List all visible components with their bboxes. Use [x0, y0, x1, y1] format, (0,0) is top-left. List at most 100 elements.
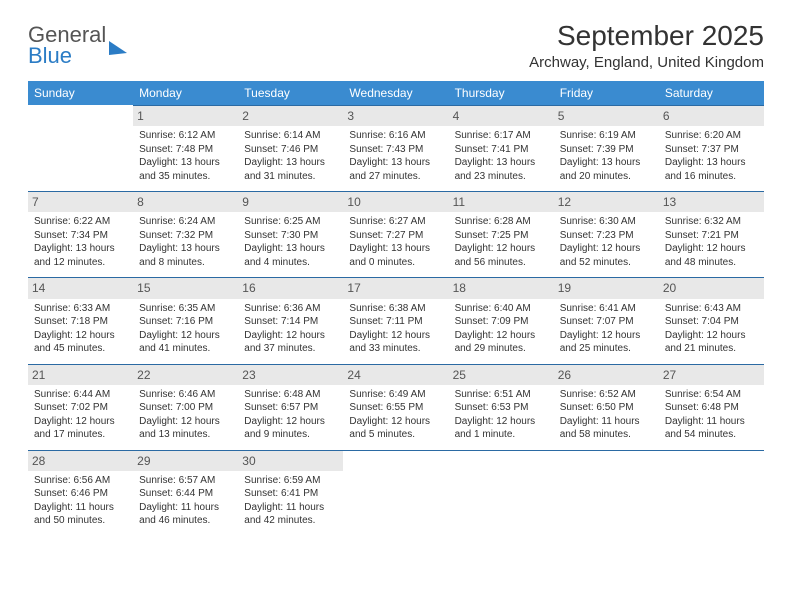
day-number: 9 — [238, 192, 343, 212]
calendar-cell: 14Sunrise: 6:33 AMSunset: 7:18 PMDayligh… — [28, 277, 133, 363]
calendar-cell: 25Sunrise: 6:51 AMSunset: 6:53 PMDayligh… — [449, 364, 554, 450]
calendar-cell: 10Sunrise: 6:27 AMSunset: 7:27 PMDayligh… — [343, 191, 448, 277]
sunset-line: Sunset: 7:00 PM — [139, 401, 232, 415]
weekday-header-row: SundayMondayTuesdayWednesdayThursdayFrid… — [28, 81, 764, 105]
day-number: 24 — [343, 365, 448, 385]
daylight-line: Daylight: 13 hours and 4 minutes. — [244, 242, 337, 269]
calendar-cell: 9 Sunrise: 6:25 AMSunset: 7:30 PMDaylight… — [238, 191, 343, 277]
calendar-page: General Blue September 2025 Archway, Eng… — [0, 0, 792, 556]
daylight-line: Daylight: 13 hours and 31 minutes. — [244, 156, 337, 183]
sunset-line: Sunset: 7:11 PM — [349, 315, 442, 329]
day-number: 7 — [28, 192, 133, 212]
day-number: 11 — [449, 192, 554, 212]
day-number: 15 — [133, 278, 238, 298]
sunset-line: Sunset: 7:27 PM — [349, 229, 442, 243]
sunset-line: Sunset: 6:41 PM — [244, 487, 337, 501]
calendar-cell — [659, 450, 764, 536]
sunrise-line: Sunrise: 6:16 AM — [349, 129, 442, 143]
sunrise-line: Sunrise: 6:48 AM — [244, 388, 337, 402]
sunrise-line: Sunrise: 6:22 AM — [34, 215, 127, 229]
daylight-line: Daylight: 11 hours and 46 minutes. — [139, 501, 232, 528]
logo: General Blue — [28, 24, 127, 67]
sunrise-line: Sunrise: 6:27 AM — [349, 215, 442, 229]
calendar-cell: 18Sunrise: 6:40 AMSunset: 7:09 PMDayligh… — [449, 277, 554, 363]
daylight-line: Daylight: 12 hours and 17 minutes. — [34, 415, 127, 442]
sunset-line: Sunset: 7:23 PM — [560, 229, 653, 243]
daylight-line: Daylight: 12 hours and 25 minutes. — [560, 329, 653, 356]
sunrise-line: Sunrise: 6:51 AM — [455, 388, 548, 402]
header: General Blue September 2025 Archway, Eng… — [28, 20, 764, 71]
sunset-line: Sunset: 7:30 PM — [244, 229, 337, 243]
calendar-cell: 28Sunrise: 6:56 AMSunset: 6:46 PMDayligh… — [28, 450, 133, 536]
day-number: 6 — [659, 106, 764, 126]
sunrise-line: Sunrise: 6:30 AM — [560, 215, 653, 229]
weekday-header: Sunday — [28, 81, 133, 105]
day-number: 21 — [28, 365, 133, 385]
logo-text-block: General Blue — [28, 24, 106, 67]
calendar-cell: 16Sunrise: 6:36 AMSunset: 7:14 PMDayligh… — [238, 277, 343, 363]
sunset-line: Sunset: 6:55 PM — [349, 401, 442, 415]
daylight-line: Daylight: 13 hours and 8 minutes. — [139, 242, 232, 269]
daylight-line: Daylight: 12 hours and 33 minutes. — [349, 329, 442, 356]
calendar: SundayMondayTuesdayWednesdayThursdayFrid… — [28, 81, 764, 536]
daylight-line: Daylight: 12 hours and 29 minutes. — [455, 329, 548, 356]
daylight-line: Daylight: 13 hours and 16 minutes. — [665, 156, 758, 183]
weekday-header: Wednesday — [343, 81, 448, 105]
day-number: 27 — [659, 365, 764, 385]
sunset-line: Sunset: 6:44 PM — [139, 487, 232, 501]
daylight-line: Daylight: 12 hours and 9 minutes. — [244, 415, 337, 442]
sunrise-line: Sunrise: 6:54 AM — [665, 388, 758, 402]
weekday-header: Tuesday — [238, 81, 343, 105]
day-number: 25 — [449, 365, 554, 385]
sunrise-line: Sunrise: 6:57 AM — [139, 474, 232, 488]
daylight-line: Daylight: 13 hours and 27 minutes. — [349, 156, 442, 183]
calendar-cell: 24Sunrise: 6:49 AMSunset: 6:55 PMDayligh… — [343, 364, 448, 450]
day-number: 12 — [554, 192, 659, 212]
calendar-cell: 12Sunrise: 6:30 AMSunset: 7:23 PMDayligh… — [554, 191, 659, 277]
calendar-cell — [449, 450, 554, 536]
daylight-line: Daylight: 12 hours and 45 minutes. — [34, 329, 127, 356]
sunset-line: Sunset: 7:07 PM — [560, 315, 653, 329]
calendar-cell: 1Sunrise: 6:12 AMSunset: 7:48 PMDaylight… — [133, 105, 238, 191]
calendar-cell: 11Sunrise: 6:28 AMSunset: 7:25 PMDayligh… — [449, 191, 554, 277]
daylight-line: Daylight: 12 hours and 5 minutes. — [349, 415, 442, 442]
sunrise-line: Sunrise: 6:14 AM — [244, 129, 337, 143]
daylight-line: Daylight: 12 hours and 37 minutes. — [244, 329, 337, 356]
sunrise-line: Sunrise: 6:46 AM — [139, 388, 232, 402]
calendar-cell: 3Sunrise: 6:16 AMSunset: 7:43 PMDaylight… — [343, 105, 448, 191]
sunrise-line: Sunrise: 6:25 AM — [244, 215, 337, 229]
calendar-cell: 22Sunrise: 6:46 AMSunset: 7:00 PMDayligh… — [133, 364, 238, 450]
sunset-line: Sunset: 7:14 PM — [244, 315, 337, 329]
calendar-cell: 26Sunrise: 6:52 AMSunset: 6:50 PMDayligh… — [554, 364, 659, 450]
sunrise-line: Sunrise: 6:40 AM — [455, 302, 548, 316]
calendar-cell: 6Sunrise: 6:20 AMSunset: 7:37 PMDaylight… — [659, 105, 764, 191]
sunrise-line: Sunrise: 6:38 AM — [349, 302, 442, 316]
sunset-line: Sunset: 7:18 PM — [34, 315, 127, 329]
sunset-line: Sunset: 7:16 PM — [139, 315, 232, 329]
sunset-line: Sunset: 6:57 PM — [244, 401, 337, 415]
sunset-line: Sunset: 7:32 PM — [139, 229, 232, 243]
day-number: 1 — [133, 106, 238, 126]
calendar-grid: 1Sunrise: 6:12 AMSunset: 7:48 PMDaylight… — [28, 105, 764, 536]
sunrise-line: Sunrise: 6:32 AM — [665, 215, 758, 229]
sunset-line: Sunset: 6:48 PM — [665, 401, 758, 415]
day-number: 20 — [659, 278, 764, 298]
calendar-cell: 13Sunrise: 6:32 AMSunset: 7:21 PMDayligh… — [659, 191, 764, 277]
daylight-line: Daylight: 13 hours and 35 minutes. — [139, 156, 232, 183]
day-number: 10 — [343, 192, 448, 212]
sunrise-line: Sunrise: 6:33 AM — [34, 302, 127, 316]
sunrise-line: Sunrise: 6:43 AM — [665, 302, 758, 316]
sunset-line: Sunset: 7:41 PM — [455, 143, 548, 157]
day-number: 5 — [554, 106, 659, 126]
calendar-cell: 21Sunrise: 6:44 AMSunset: 7:02 PMDayligh… — [28, 364, 133, 450]
sunset-line: Sunset: 7:04 PM — [665, 315, 758, 329]
daylight-line: Daylight: 12 hours and 1 minute. — [455, 415, 548, 442]
daylight-line: Daylight: 13 hours and 20 minutes. — [560, 156, 653, 183]
sunset-line: Sunset: 7:25 PM — [455, 229, 548, 243]
calendar-cell: 8Sunrise: 6:24 AMSunset: 7:32 PMDaylight… — [133, 191, 238, 277]
sunset-line: Sunset: 7:37 PM — [665, 143, 758, 157]
sunset-line: Sunset: 7:48 PM — [139, 143, 232, 157]
calendar-cell — [554, 450, 659, 536]
calendar-cell: 20Sunrise: 6:43 AMSunset: 7:04 PMDayligh… — [659, 277, 764, 363]
calendar-cell — [343, 450, 448, 536]
